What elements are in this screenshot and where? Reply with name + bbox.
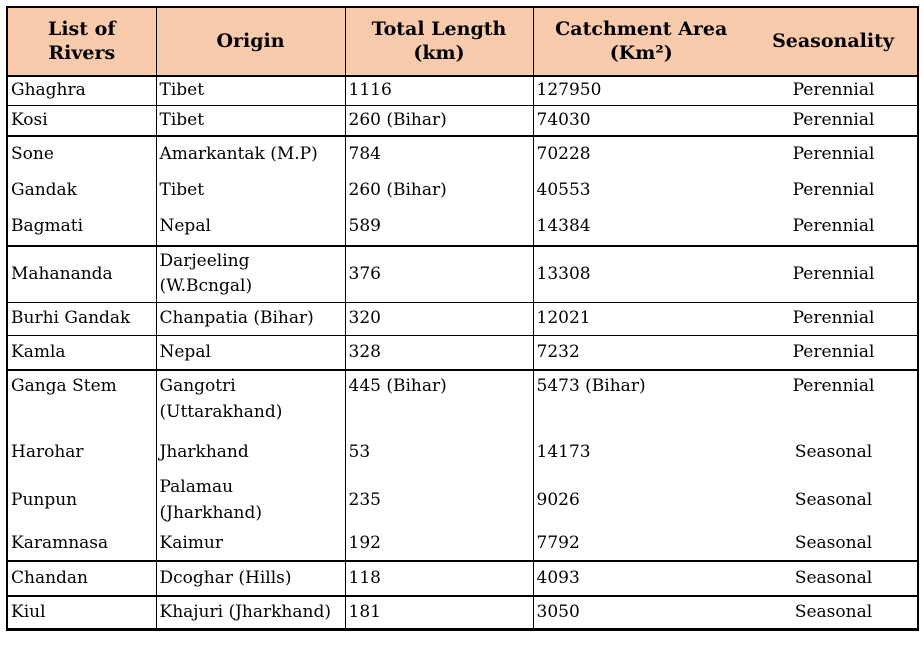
- cell-length: 260 (Bihar): [345, 105, 534, 137]
- cell-river: Chandan: [7, 561, 157, 597]
- cell-river: Kamla: [7, 335, 157, 371]
- cell-seasonality: Perennial: [749, 335, 918, 371]
- cell-catchment: 14384: [533, 209, 749, 247]
- col-header-rivers: List of Rivers: [7, 7, 157, 77]
- cell-origin: Tibet: [156, 172, 346, 209]
- col-header-length: Total Length (km): [345, 7, 534, 77]
- cell-length: 53: [345, 432, 534, 474]
- table-row: Kamla Nepal 328 7232 Perennial: [7, 335, 918, 371]
- table-row: Gandak Tibet 260 (Bihar) 40553 Perennial: [7, 172, 918, 209]
- cell-catchment: 70228: [536, 143, 591, 164]
- cell-length: 181: [345, 596, 534, 629]
- cell-catchment: 7792: [533, 527, 749, 562]
- cell-river: Bagmati: [7, 209, 157, 247]
- cell-length: 376: [345, 246, 534, 303]
- cell-seasonality: Seasonal: [794, 442, 873, 463]
- cell-river: Ganga Stem: [7, 370, 157, 432]
- table-row: Karamnasa Kaimur 192 7792 Seasonal: [7, 527, 918, 562]
- cell-river: Ghaghra: [7, 76, 157, 106]
- cell-river: Kiul: [7, 596, 157, 629]
- col-header-seasonality: Seasonality: [749, 7, 918, 77]
- cell-origin: Jharkhand: [156, 432, 346, 474]
- cell-catchment: 9026: [536, 489, 580, 510]
- table-row: Kosi Tibet 260 (Bihar) 74030 Perennial: [7, 105, 918, 137]
- cell-river: Harohar: [7, 432, 157, 474]
- cell-river: Burhi Gandak: [7, 302, 157, 336]
- table-row: Ghaghra Tibet 1116 127950 Perennial: [7, 76, 918, 106]
- table-row: Mahananda Darjeeling (W.Bcngal) 376 1330…: [7, 246, 918, 303]
- cell-origin: Gangotri (Uttarakhand): [156, 370, 346, 432]
- cell-length: 589: [345, 209, 534, 247]
- rivers-table: List of Rivers Origin Total Length (km) …: [6, 6, 919, 631]
- cell-catchment: 12021: [533, 302, 749, 336]
- cell-length: 328: [345, 335, 534, 371]
- cell-river: Karamnasa: [7, 527, 157, 562]
- cell-origin: Tibet: [156, 76, 346, 106]
- cell-length: 235: [345, 474, 534, 527]
- cell-length: 784: [345, 136, 534, 172]
- cell-length: 320: [345, 302, 534, 336]
- cell-seasonality: Perennial: [792, 376, 875, 396]
- cell-length: 118: [345, 561, 534, 597]
- cell-catchment: 3050: [536, 601, 580, 622]
- cell-origin: Nepal: [156, 209, 346, 247]
- table-row: Burhi Gandak Chanpatia (Bihar) 320 12021…: [7, 302, 918, 336]
- cell-origin: Chanpatia (Bihar): [156, 302, 346, 336]
- table-row: Kiul Khajuri (Jharkhand) 181 3050 Season…: [7, 596, 918, 629]
- cell-river: Gandak: [7, 172, 157, 209]
- cell-seasonality: Perennial: [749, 302, 918, 336]
- cell-catchment: 4093: [533, 561, 749, 597]
- table-row: Punpun Palamau (Jharkhand) 235 9026 Seas…: [7, 474, 918, 527]
- cell-river: Punpun: [7, 474, 157, 527]
- cell-origin: Palamau (Jharkhand): [156, 474, 346, 527]
- cell-seasonality: Perennial: [749, 76, 918, 106]
- cell-seasonality: Perennial: [749, 105, 918, 137]
- table-row: Sone Amarkantak (M.P) 784 70228 Perennia…: [7, 136, 918, 172]
- cell-origin: Kaimur: [156, 527, 346, 562]
- cell-length: 192: [345, 527, 534, 562]
- cell-catchment: 74030: [533, 105, 749, 137]
- cell-origin: Tibet: [156, 105, 346, 137]
- cell-origin: Dcoghar (Hills): [156, 561, 346, 597]
- cell-river: Sone: [7, 136, 157, 172]
- cell-origin: Darjeeling (W.Bcngal): [156, 246, 346, 303]
- cell-seasonality: Perennial: [749, 246, 918, 303]
- cell-origin: Amarkantak (M.P): [156, 136, 346, 172]
- cell-catchment: 14173: [536, 442, 591, 463]
- cell-catchment: 127950: [533, 76, 749, 106]
- table-row: Bagmati Nepal 589 14384 Perennial: [7, 209, 918, 247]
- col-header-catchment: Catchment Area (Km²): [533, 7, 749, 77]
- cell-seasonality: Seasonal: [749, 561, 918, 597]
- cell-length: 1116: [345, 76, 534, 106]
- cell-seasonality: Perennial: [792, 179, 875, 200]
- cell-river: Kosi: [7, 105, 157, 137]
- cell-origin: Nepal: [156, 335, 346, 371]
- col-header-origin: Origin: [156, 7, 346, 77]
- cell-origin: Khajuri (Jharkhand): [156, 596, 346, 629]
- cell-catchment: 40553: [536, 179, 591, 200]
- cell-catchment: 5473 (Bihar): [536, 376, 646, 396]
- cell-seasonality: Seasonal: [749, 527, 918, 562]
- cell-seasonality: Perennial: [792, 143, 875, 164]
- table-row: Chandan Dcoghar (Hills) 118 4093 Seasona…: [7, 561, 918, 597]
- table-row: Ganga Stem Gangotri (Uttarakhand) 445 (B…: [7, 370, 918, 432]
- cell-length: 445 (Bihar): [345, 370, 534, 432]
- rivers-table-container: List of Rivers Origin Total Length (km) …: [6, 6, 919, 631]
- cell-catchment: 13308: [533, 246, 749, 303]
- cell-length: 260 (Bihar): [345, 172, 534, 209]
- cell-seasonality: Perennial: [749, 209, 918, 247]
- cell-seasonality: Seasonal: [794, 601, 873, 622]
- cell-seasonality: Seasonal: [794, 489, 873, 510]
- cell-river: Mahananda: [7, 246, 157, 303]
- header-row: List of Rivers Origin Total Length (km) …: [7, 7, 918, 77]
- table-row: Harohar Jharkhand 53 14173 Seasonal: [7, 432, 918, 474]
- cell-catchment: 7232: [533, 335, 749, 371]
